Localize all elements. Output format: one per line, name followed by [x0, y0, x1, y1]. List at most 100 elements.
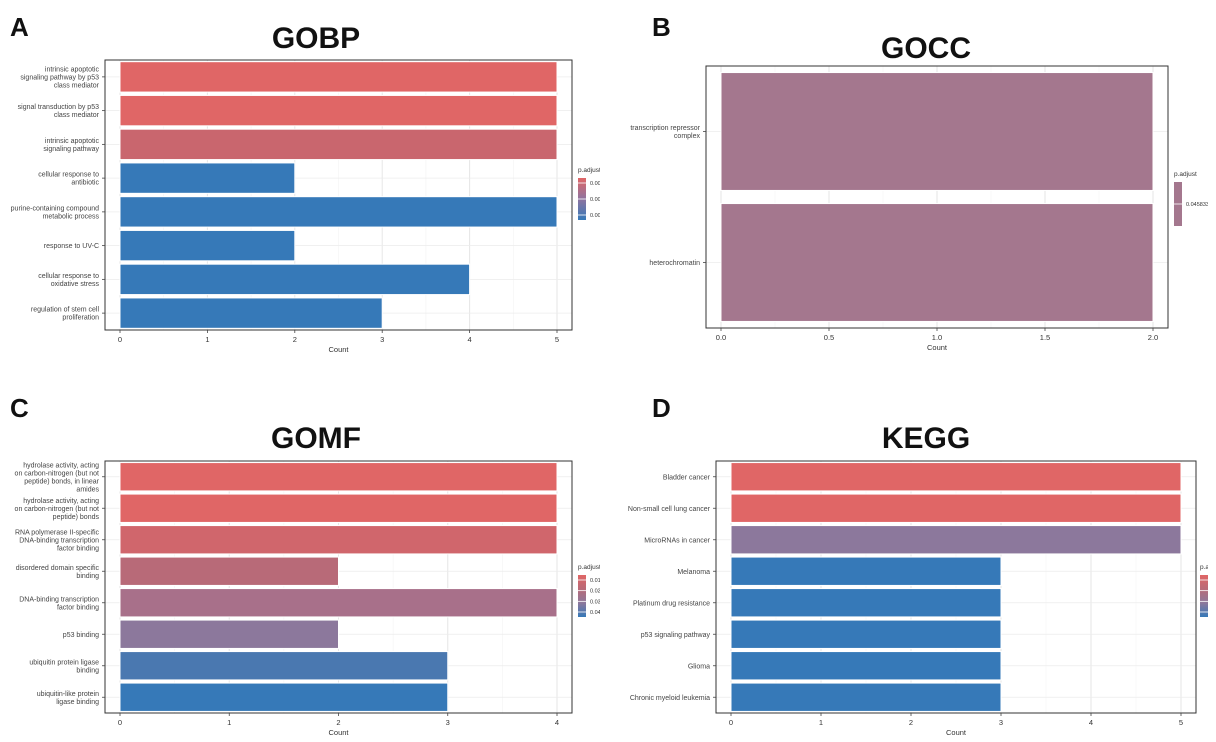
bar: [119, 493, 558, 523]
panel-c: C GOMF hydrolase activity, acting on carbo…: [0, 371, 600, 742]
category-label: heterochromatin: [649, 260, 700, 267]
bar: [119, 619, 339, 649]
category-label-line: on carbon-nitrogen (but not: [15, 470, 99, 477]
category-label-line: Melanoma: [677, 569, 710, 576]
category-label: DNA-binding transcription factor binding: [19, 596, 99, 611]
plot-border: [104, 59, 573, 331]
category-label: cellular response to oxidative stress: [38, 273, 99, 288]
bar: [730, 588, 1002, 618]
category-label-line: Platinum drug resistance: [633, 600, 710, 607]
x-tick-label: 3: [999, 718, 1003, 727]
x-tick-label: 2: [293, 335, 297, 344]
category-label-line: regulation of stem cell: [31, 307, 100, 314]
category-label-line: cellular response to: [38, 172, 99, 179]
category-label-line: peptide) bonds: [53, 514, 100, 521]
x-tick-label: 0: [729, 718, 733, 727]
bar: [730, 619, 1002, 649]
category-label-line: Chronic myeloid leukemia: [630, 695, 710, 702]
x-tick-label: 3: [446, 718, 450, 727]
gocc-chart: GOCC transcription repressor complex hetero…: [630, 32, 1208, 352]
bar: [119, 588, 558, 618]
category-label-line: Bladder cancer: [663, 474, 711, 481]
category-label: response to UV-C: [44, 243, 99, 250]
bar: [119, 651, 449, 681]
chart-title: GOBP: [272, 22, 360, 55]
category-label: intrinsic apoptotic signaling pathway by …: [20, 66, 99, 89]
category-label-line: signaling pathway: [43, 146, 99, 153]
category-label: cellular response to antibiotic: [38, 172, 99, 187]
category-label-line: p53 binding: [63, 632, 99, 639]
x-tick-label: 4: [1089, 718, 1093, 727]
category-label-line: disordered domain specific: [16, 565, 100, 572]
category-label-line: signaling pathway by p53: [20, 74, 99, 81]
bar: [720, 203, 1154, 322]
bar: [119, 128, 558, 161]
category-label-line: oxidative stress: [51, 281, 100, 288]
category-label: purine-containing compound metabolic proc…: [11, 205, 100, 220]
x-tick-label: 4: [468, 335, 472, 344]
category-label: Platinum drug resistance: [633, 600, 710, 607]
bar: [119, 229, 296, 262]
panel-d: D KEGG Bladder cancer Non-small cell lung …: [608, 371, 1208, 742]
bar: [119, 162, 296, 194]
bar: [119, 263, 471, 296]
category-label-line: MicroRNAs in cancer: [644, 537, 710, 544]
legend-title: p.adjust: [1174, 171, 1197, 178]
legend-label: 0.03: [590, 599, 600, 605]
bar: [119, 682, 449, 712]
category-label: ubiquitin-like protein ligase binding: [37, 691, 99, 706]
legend-label: 0.02: [590, 589, 600, 595]
category-label-line: ubiquitin-like protein: [37, 691, 99, 698]
x-tick-label: 4: [555, 718, 559, 727]
x-tick-label: 2.0: [1148, 333, 1158, 342]
x-tick-label: 2: [336, 718, 340, 727]
bar: [119, 556, 339, 586]
panel-a: A GOBP intrinsic apoptotic signaling pathw…: [0, 0, 600, 371]
panel-letter: C: [10, 393, 29, 423]
category-label: signal transduction by p53 class mediator: [18, 104, 100, 119]
chart-title: GOCC: [881, 32, 971, 65]
category-label: Glioma: [688, 663, 710, 670]
bar: [730, 651, 1002, 681]
bar: [730, 493, 1182, 523]
category-label-line: proliferation: [62, 315, 99, 322]
category-label-line: Non-small cell lung cancer: [628, 506, 711, 513]
legend-colorbar: [1200, 575, 1208, 617]
x-tick-label: 5: [1179, 718, 1183, 727]
x-tick-label: 1: [227, 718, 231, 727]
category-label-line: intrinsic apoptotic: [45, 66, 100, 73]
x-tick-label: 5: [555, 335, 559, 344]
legend-title: p.adjust: [578, 564, 600, 571]
category-label-line: purine-containing compound: [11, 205, 99, 212]
category-label: transcription repressor complex: [630, 125, 700, 140]
category-label: p53 signaling pathway: [641, 632, 711, 639]
category-label-line: binding: [76, 573, 99, 580]
legend-label: 0.01: [590, 578, 600, 584]
bar: [119, 297, 383, 329]
category-label-line: complex: [674, 133, 701, 140]
bar: [119, 525, 558, 555]
panel-letter: D: [652, 393, 671, 423]
category-label-line: ubiquitin protein ligase: [29, 659, 99, 666]
category-label-line: factor binding: [57, 545, 99, 552]
kegg-chart: KEGG Bladder cancer Non-small cell lung ca…: [628, 422, 1208, 737]
category-label: Chronic myeloid leukemia: [630, 695, 710, 702]
bar: [730, 525, 1182, 555]
category-label-line: signal transduction by p53: [18, 104, 99, 111]
x-tick-label: 1.5: [1040, 333, 1050, 342]
plot-border: [715, 460, 1197, 714]
category-label-line: on carbon-nitrogen (but not: [15, 506, 99, 513]
category-label-line: transcription repressor: [630, 125, 700, 132]
x-tick-label: 1: [205, 335, 209, 344]
bar: [730, 556, 1002, 586]
x-axis-label: Count: [927, 343, 948, 352]
category-label-line: RNA polymerase II-specific: [15, 529, 100, 536]
x-tick-label: 1: [819, 718, 823, 727]
category-label: RNA polymerase II-specific DNA-binding tr…: [15, 529, 100, 552]
x-tick-label: 0: [118, 718, 122, 727]
x-axis-label: Count: [328, 345, 349, 354]
category-label-line: binding: [76, 667, 99, 674]
legend-label: 0.0050: [590, 197, 600, 203]
bar: [730, 462, 1182, 492]
